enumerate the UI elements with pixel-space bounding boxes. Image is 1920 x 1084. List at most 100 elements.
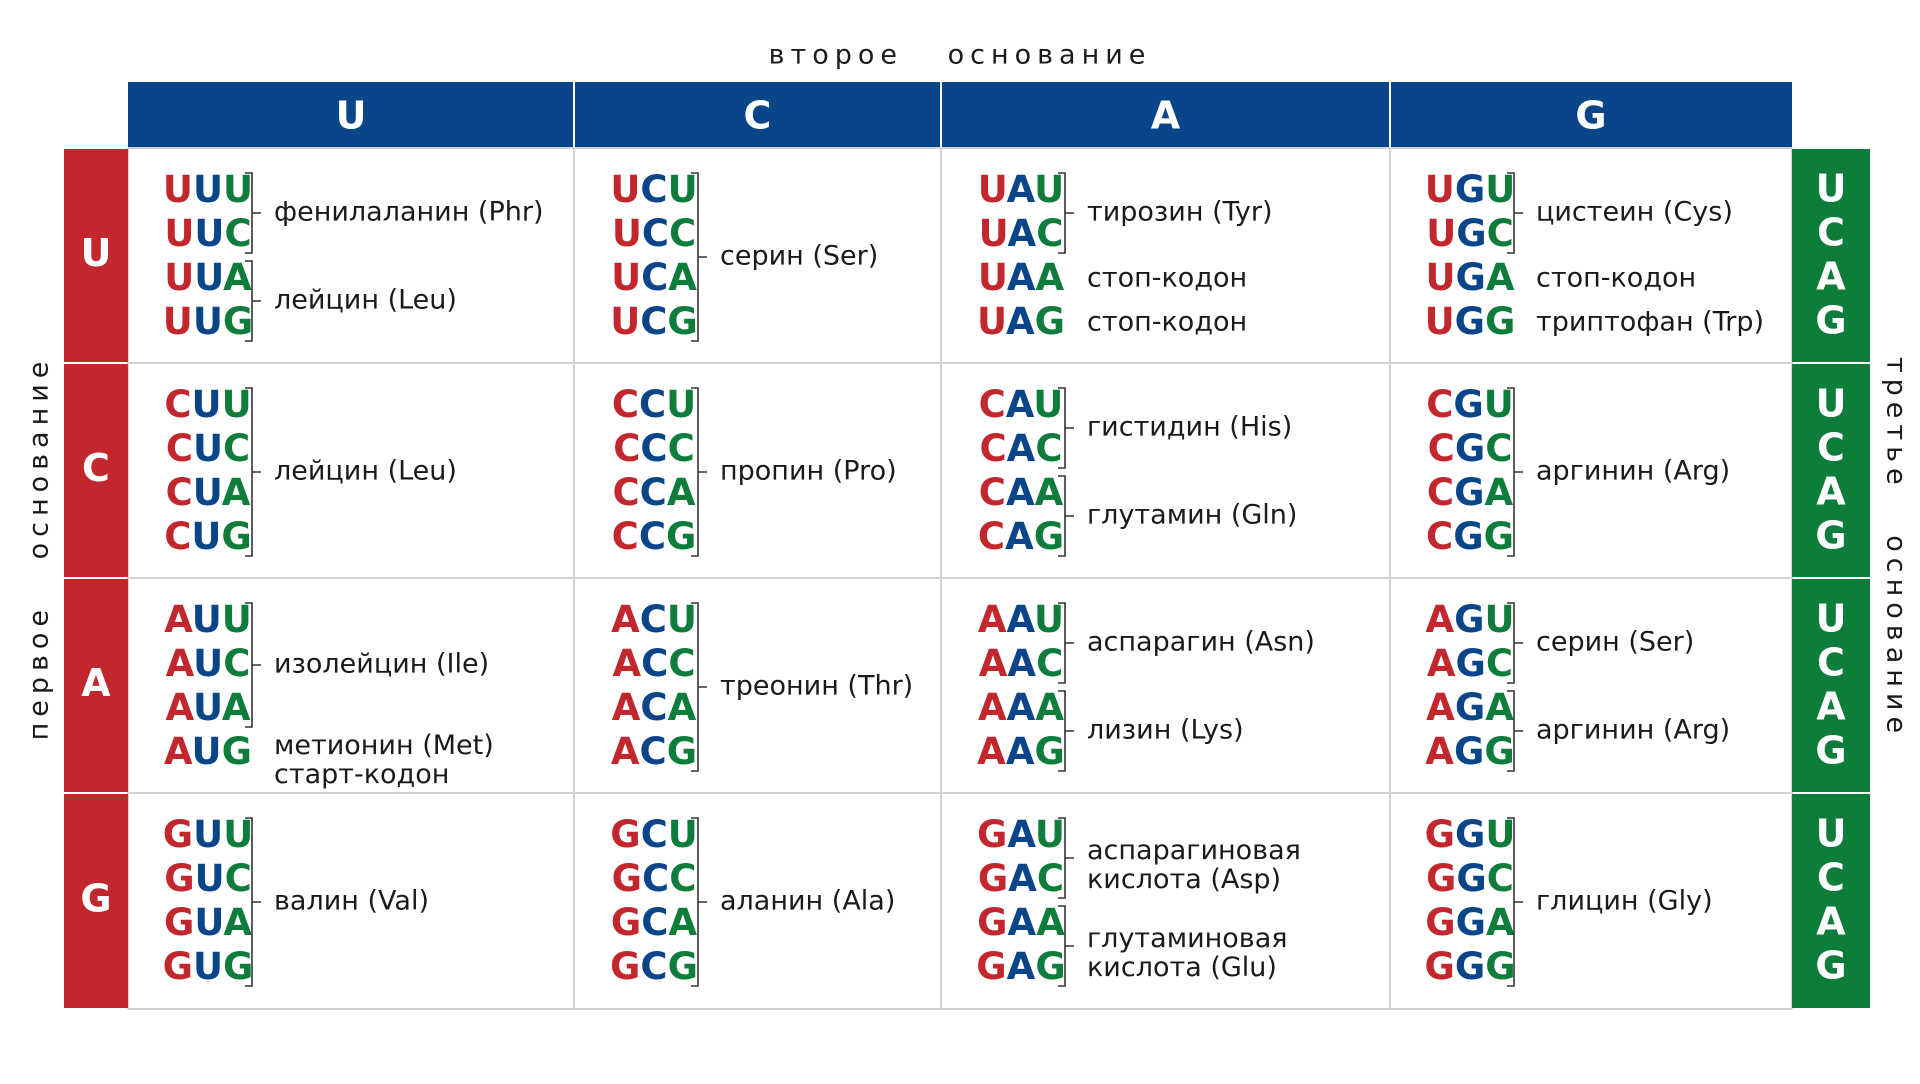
codon: UGG — [1425, 300, 1516, 343]
third-base: U — [1816, 167, 1847, 211]
amino-acid-label: серин (Ser) — [1536, 627, 1694, 658]
bracket — [1507, 387, 1523, 557]
codon: AAC — [979, 642, 1063, 685]
codon: UUU — [163, 168, 253, 211]
third-base: U — [1816, 812, 1847, 856]
codon: GAU — [977, 813, 1065, 856]
codon: CGG — [1426, 515, 1514, 558]
bracket — [245, 602, 261, 728]
codon: UAU — [978, 168, 1064, 211]
codon: AUG — [164, 730, 252, 773]
codon: GUA — [164, 901, 252, 944]
amino-acid-label: триптофан (Trp) — [1536, 307, 1764, 338]
amino-acid-label: старт-кодон — [274, 759, 449, 790]
bracket — [1058, 602, 1074, 684]
third-base: U — [1816, 597, 1847, 641]
first-base: G — [80, 877, 111, 921]
amino-acid-label: лизин (Lys) — [1087, 715, 1244, 746]
codon: GUG — [163, 945, 254, 988]
third-base-cell — [1792, 579, 1870, 792]
codon: UGC — [1426, 212, 1514, 255]
amino-acid-label: изолейцин (Ile) — [274, 649, 489, 680]
third-base: C — [1817, 426, 1845, 470]
codon: UUA — [164, 256, 252, 299]
codon: GCG — [610, 945, 698, 988]
codon: ACA — [612, 686, 697, 729]
third-base: C — [1817, 856, 1845, 900]
bracket — [245, 260, 261, 342]
first-base: C — [82, 446, 110, 490]
codon: AUC — [166, 642, 251, 685]
third-base-cell — [1792, 364, 1870, 577]
codon: CAC — [980, 427, 1063, 470]
codon: AAU — [978, 598, 1064, 641]
codon: GCC — [612, 857, 697, 900]
first-base-cell — [64, 579, 128, 792]
third-base: G — [1815, 514, 1846, 558]
codon: GGG — [1424, 945, 1515, 988]
third-base: C — [1817, 211, 1845, 255]
bracket — [1507, 690, 1523, 772]
bracket — [1058, 817, 1074, 899]
bracket — [245, 387, 261, 557]
amino-acid-label: стоп-кодон — [1087, 307, 1247, 338]
codon: CAG — [978, 515, 1064, 558]
codon: AUA — [165, 686, 250, 729]
amino-acid-label: аспарагиновая — [1087, 835, 1301, 866]
codon: UCG — [610, 300, 698, 343]
codon: AGC — [1427, 642, 1513, 685]
codon: ACU — [611, 598, 697, 641]
bracket — [1058, 905, 1074, 987]
bracket — [1507, 172, 1523, 254]
bracket — [1058, 387, 1074, 469]
third-base-cell — [1792, 149, 1870, 362]
codon: CGC — [1428, 427, 1513, 470]
codon: UGA — [1425, 256, 1514, 299]
third-base: U — [1816, 382, 1847, 426]
third-base: G — [1815, 299, 1846, 343]
codon: CCG — [612, 515, 697, 558]
amino-acid-label: серин (Ser) — [720, 241, 878, 272]
codon: GCU — [610, 813, 698, 856]
amino-acid-label: лейцин (Leu) — [274, 285, 457, 316]
codon: GCA — [611, 901, 698, 944]
bracket — [1058, 690, 1074, 772]
column-header: C — [744, 94, 772, 138]
column-header: U — [336, 94, 367, 138]
codon: ACC — [613, 642, 696, 685]
amino-acid-label: аспарагин (Asn) — [1087, 627, 1315, 658]
codon: CUG — [164, 515, 252, 558]
amino-acid-label: фенилаланин (Phr) — [274, 197, 544, 228]
codon: CCU — [612, 383, 696, 426]
codon: ACG — [611, 730, 697, 773]
codon: UAG — [977, 300, 1065, 343]
third-base: G — [1815, 944, 1846, 988]
right-label: третье основание — [1881, 357, 1912, 739]
codon: AAG — [977, 730, 1065, 773]
amino-acid-label: глутаминовая — [1087, 923, 1287, 954]
amino-acid-label: гистидин (His) — [1087, 412, 1292, 443]
amino-acid-label: треонин (Thr) — [720, 671, 913, 702]
column-header: G — [1575, 94, 1606, 138]
codon: AGG — [1425, 730, 1514, 773]
codon: GAC — [978, 857, 1064, 900]
codon: GUU — [163, 813, 253, 856]
codon: UCA — [611, 256, 697, 299]
codon: CUU — [164, 383, 251, 426]
amino-acid-label: кислота (Glu) — [1087, 952, 1277, 983]
codon: CUC — [166, 427, 250, 470]
first-base: U — [81, 231, 112, 275]
first-base-cell — [64, 149, 128, 362]
codon: AGA — [1426, 686, 1514, 729]
codon: AUU — [164, 598, 252, 641]
third-base: G — [1815, 729, 1846, 773]
codon: GAA — [977, 901, 1065, 944]
amino-acid-label: метионин (Met) — [274, 730, 494, 761]
amino-acid-label: аргинин (Arg) — [1536, 715, 1730, 746]
codon: CGA — [1427, 471, 1514, 514]
codon: UAC — [979, 212, 1064, 255]
codon: GAG — [976, 945, 1065, 988]
amino-acid-label: аргинин (Arg) — [1536, 456, 1730, 487]
third-base: A — [1816, 470, 1846, 514]
codon: CCA — [613, 471, 696, 514]
